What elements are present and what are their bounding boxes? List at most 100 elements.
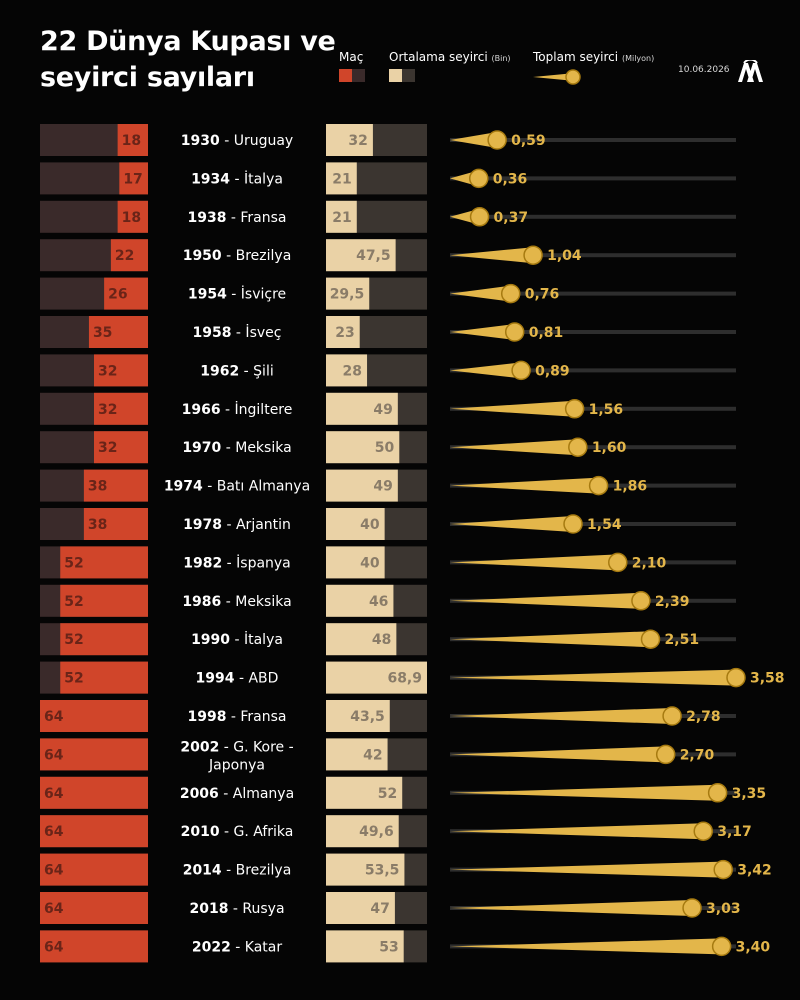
total-point-2018 [682,898,702,918]
avg-bar-1982 [326,546,385,579]
total-track-1954 [450,291,736,296]
mac-bar-2002 [40,738,148,771]
legend-total-swatch [533,69,581,85]
avg-bar-1986 [326,584,394,617]
total-value-1990: 2,51 [665,632,700,648]
label-year-1978: 1978 [183,517,222,533]
avg-bar-2018 [326,892,395,924]
mac-bar-1958 [88,316,148,348]
mac-bar-1994 [60,661,148,694]
label-host-1930: - Uruguay [220,133,293,149]
label-host-1974: - Batı Almanya [203,479,310,495]
label-year-2018: 2018 [189,901,228,917]
label-host-1938: - Fransa [226,210,286,226]
avg-bar-1950 [326,239,396,272]
avg-bar-2022 [326,930,404,963]
legend-mac-label: Maç [339,50,364,64]
avg-value-1998: 43,5 [350,709,385,725]
total-point-1966 [564,399,585,419]
total-wedge-1998 [450,708,673,724]
total-wedge-1994 [450,669,736,686]
mac-bar-1938 [117,200,148,233]
label-2018: 2018 - Rusya [189,901,284,917]
mac-value-1990: 52 [64,632,83,648]
avg-bar-2010 [326,815,399,848]
total-value-1998: 2,78 [686,709,721,725]
label-1950: 1950 - Brezilya [183,248,292,264]
total-track-1934 [450,176,736,181]
label-host-1934: - İtalya [230,169,283,187]
legend-mac-swatch [339,69,352,82]
label-year-1934: 1934 [191,171,230,187]
label-2010: 2010 - G. Afrika [181,824,294,840]
total-track-1962 [450,368,736,373]
total-wedge-1986 [450,592,641,609]
total-track-1958 [450,330,736,334]
total-track-1978 [450,522,736,526]
total-point-1950 [523,245,543,265]
label-year-2010: 2010 [181,824,220,840]
mac-value-1958: 35 [93,325,112,341]
label-1938: 1938 - Fransa [187,210,286,226]
avg-value-1930: 32 [348,133,367,149]
label-year-1958: 1958 [193,325,232,341]
total-wedge-2002 [450,746,666,763]
total-point-1974 [588,475,609,496]
total-wedge-1962 [450,362,522,379]
mac-value-1970: 32 [98,440,117,456]
label-host-1998: - Fransa [226,709,286,725]
mac-value-2010: 64 [44,824,64,840]
total-wedge-1958 [450,324,515,340]
total-track-1966 [450,406,736,411]
total-wedge-2010 [450,823,704,840]
label-year-1990: 1990 [191,632,230,648]
legend-avg-swatch [389,69,402,82]
label-1962: 1962 - Şili [200,363,273,379]
total-point-2014 [713,859,733,880]
total-point-1938 [469,207,490,227]
mac-bar-2014 [40,853,148,886]
title-line-2: seyirci sayıları [40,62,255,93]
mac-bar-1978 [83,508,148,540]
total-track-1938 [450,214,736,219]
total-value-2006: 3,35 [732,786,767,802]
label-year-2014: 2014 [183,863,222,879]
mac-bar-1966 [94,392,148,425]
mac-bar-2010 [40,815,148,848]
label-host-1954: - İsviçre [227,285,286,303]
label-year-1938: 1938 [187,210,226,226]
total-wedge-1950 [450,247,534,264]
total-point-1954 [500,283,521,304]
total-value-1982: 2,10 [632,555,667,571]
total-point-1990 [640,629,661,649]
avg-value-2022: 53 [379,939,398,955]
label-host-1962: - Şili [239,363,274,379]
label-1982: 1982 - İspanya [183,553,291,571]
label-host-2014: - Brezilya [222,863,292,879]
total-value-2014: 3,42 [737,863,772,879]
mac-value-1994: 52 [64,671,83,687]
label-host-line2-2002: Japonya [208,757,265,773]
total-wedge-2014 [450,861,724,878]
avg-bar-2014 [326,853,405,886]
legend-avg-unit: (Bin) [491,54,511,63]
total-value-1978: 1,54 [587,517,622,533]
label-year-1954: 1954 [188,287,227,303]
avg-value-1982: 40 [360,555,380,571]
mac-bar-1962 [94,354,148,387]
label-2002: 2002 - G. Kore - [180,739,293,755]
total-wedge-2018 [450,900,693,916]
total-value-2002: 2,70 [680,747,715,763]
label-1958: 1958 - İsveç [193,323,282,341]
avg-value-1958: 23 [335,325,354,341]
label-1930: 1930 - Uruguay [181,133,293,149]
label-host-2010: - G. Afrika [220,824,294,840]
label-1974: 1974 - Batı Almanya [164,479,310,495]
avg-bar-1930 [326,124,373,156]
mac-bar-1990 [60,623,148,656]
avg-value-2014: 53,5 [365,863,400,879]
total-wedge-1982 [450,554,618,571]
avg-bar-1998 [326,700,390,732]
mac-value-1986: 52 [64,594,83,610]
avg-bar-2002 [326,738,388,771]
